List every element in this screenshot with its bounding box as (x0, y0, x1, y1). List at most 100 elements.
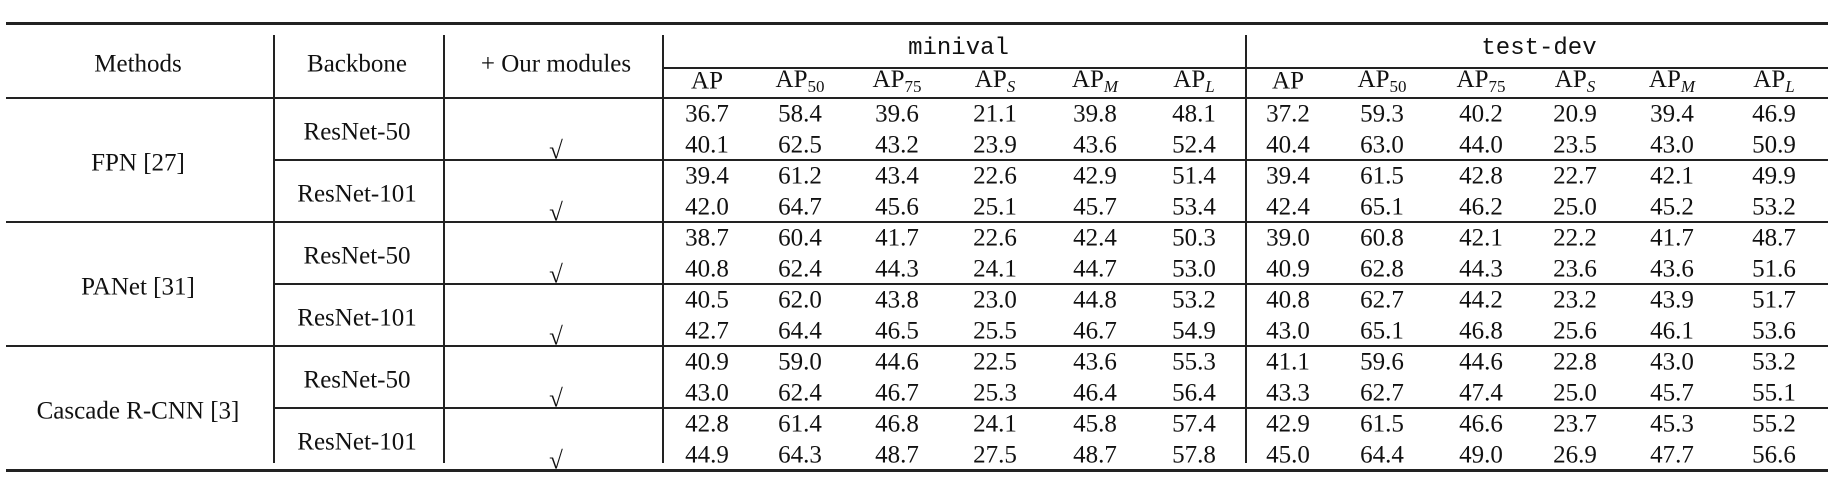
cell-value: 51.7 (1752, 286, 1796, 313)
cell-value: 25.0 (1553, 193, 1597, 220)
cell-value: 53.2 (1752, 348, 1796, 375)
cell-value: 44.8 (1073, 286, 1117, 313)
cell-value: 46.7 (1073, 317, 1117, 344)
rule (6, 469, 1828, 472)
cell-value: 45.6 (875, 193, 919, 220)
rule (273, 159, 1828, 161)
cell-value: 61.2 (778, 162, 822, 189)
column-header-text: AP (1456, 66, 1489, 93)
column-header-text: AP (1554, 66, 1587, 93)
cell-value: 40.2 (1459, 100, 1503, 127)
cell-value: 62.8 (1360, 255, 1404, 282)
cell-value: 45.3 (1650, 410, 1694, 437)
method-name: PANet [31] (81, 273, 195, 301)
rule (6, 221, 1828, 223)
check-mark: √ (549, 137, 563, 164)
column-header: AP75 (873, 67, 922, 95)
cell-value: 42.4 (1266, 193, 1310, 220)
group-title: minival (908, 35, 1009, 62)
column-header-sub: L (1205, 77, 1215, 96)
column-rule (443, 35, 445, 463)
cell-value: 25.0 (1553, 379, 1597, 406)
column-rule (1245, 35, 1247, 463)
cell-value: 44.3 (875, 255, 919, 282)
cell-value: 23.5 (1553, 131, 1597, 158)
cell-value: 43.8 (875, 286, 919, 313)
cell-value: 25.5 (973, 317, 1017, 344)
check-mark: √ (549, 261, 563, 288)
cell-value: 57.4 (1172, 410, 1216, 437)
column-header: APS (975, 67, 1015, 95)
cell-value: 53.4 (1172, 193, 1216, 220)
cell-value: 41.7 (1650, 224, 1694, 251)
backbone-name: ResNet-50 (303, 242, 411, 270)
cell-value: 55.3 (1172, 348, 1216, 375)
cell-value: 46.6 (1459, 410, 1503, 437)
cell-value: 52.4 (1172, 131, 1216, 158)
column-header-sub: 50 (807, 77, 825, 96)
cell-value: 36.7 (685, 100, 729, 127)
column-header-sub: L (1785, 77, 1795, 96)
cell-value: 23.0 (973, 286, 1017, 313)
cell-value: 40.8 (1266, 286, 1310, 313)
header-methods: Methods (94, 50, 182, 78)
cell-value: 65.1 (1360, 193, 1404, 220)
cell-value: 43.0 (1650, 131, 1694, 158)
cell-value: 62.7 (1360, 286, 1404, 313)
cell-value: 49.9 (1752, 162, 1796, 189)
rule (273, 407, 1828, 409)
cell-value: 40.4 (1266, 131, 1310, 158)
cell-value: 64.4 (1360, 441, 1404, 468)
cell-value: 42.9 (1073, 162, 1117, 189)
backbone-name: ResNet-50 (303, 118, 411, 146)
cell-value: 50.9 (1752, 131, 1796, 158)
column-header: APM (1072, 67, 1118, 95)
cell-value: 22.6 (973, 224, 1017, 251)
cell-value: 25.1 (973, 193, 1017, 220)
column-header-sub: S (1586, 77, 1596, 96)
header-backbone: Backbone (307, 50, 407, 78)
cell-value: 40.1 (685, 131, 729, 158)
column-header-text: AP (1648, 66, 1681, 93)
cell-value: 42.1 (1459, 224, 1503, 251)
cell-value: 43.0 (1650, 348, 1694, 375)
cell-value: 55.1 (1752, 379, 1796, 406)
cell-value: 47.7 (1650, 441, 1694, 468)
cell-value: 51.6 (1752, 255, 1796, 282)
cell-value: 48.7 (875, 441, 919, 468)
cell-value: 45.2 (1650, 193, 1694, 220)
cell-value: 48.1 (1172, 100, 1216, 127)
rule (273, 283, 1828, 285)
method-name: Cascade R-CNN [3] (36, 397, 240, 425)
cell-value: 50.3 (1172, 224, 1216, 251)
backbone-name: ResNet-101 (297, 428, 417, 456)
cell-value: 22.7 (1553, 162, 1597, 189)
cell-value: 44.3 (1459, 255, 1503, 282)
rule (6, 22, 1828, 25)
cell-value: 44.6 (1459, 348, 1503, 375)
column-header-text: AP (872, 66, 905, 93)
cell-value: 61.5 (1360, 410, 1404, 437)
column-header-text: AP (1071, 66, 1104, 93)
cell-value: 53.0 (1172, 255, 1216, 282)
cell-value: 53.6 (1752, 317, 1796, 344)
cell-value: 48.7 (1073, 441, 1117, 468)
cell-value: 62.7 (1360, 379, 1404, 406)
cell-value: 46.8 (1459, 317, 1503, 344)
cell-value: 54.9 (1172, 317, 1216, 344)
cell-value: 39.4 (1650, 100, 1694, 127)
cell-value: 55.2 (1752, 410, 1796, 437)
cell-value: 51.4 (1172, 162, 1216, 189)
cell-value: 45.7 (1650, 379, 1694, 406)
backbone-name: ResNet-50 (303, 366, 411, 394)
cell-value: 60.4 (778, 224, 822, 251)
cell-value: 64.4 (778, 317, 822, 344)
cell-value: 64.3 (778, 441, 822, 468)
cell-value: 42.7 (685, 317, 729, 344)
cell-value: 43.6 (1073, 348, 1117, 375)
cell-value: 46.1 (1650, 317, 1694, 344)
cell-value: 24.1 (973, 410, 1017, 437)
cell-value: 22.2 (1553, 224, 1597, 251)
method-name: FPN [27] (91, 149, 185, 177)
